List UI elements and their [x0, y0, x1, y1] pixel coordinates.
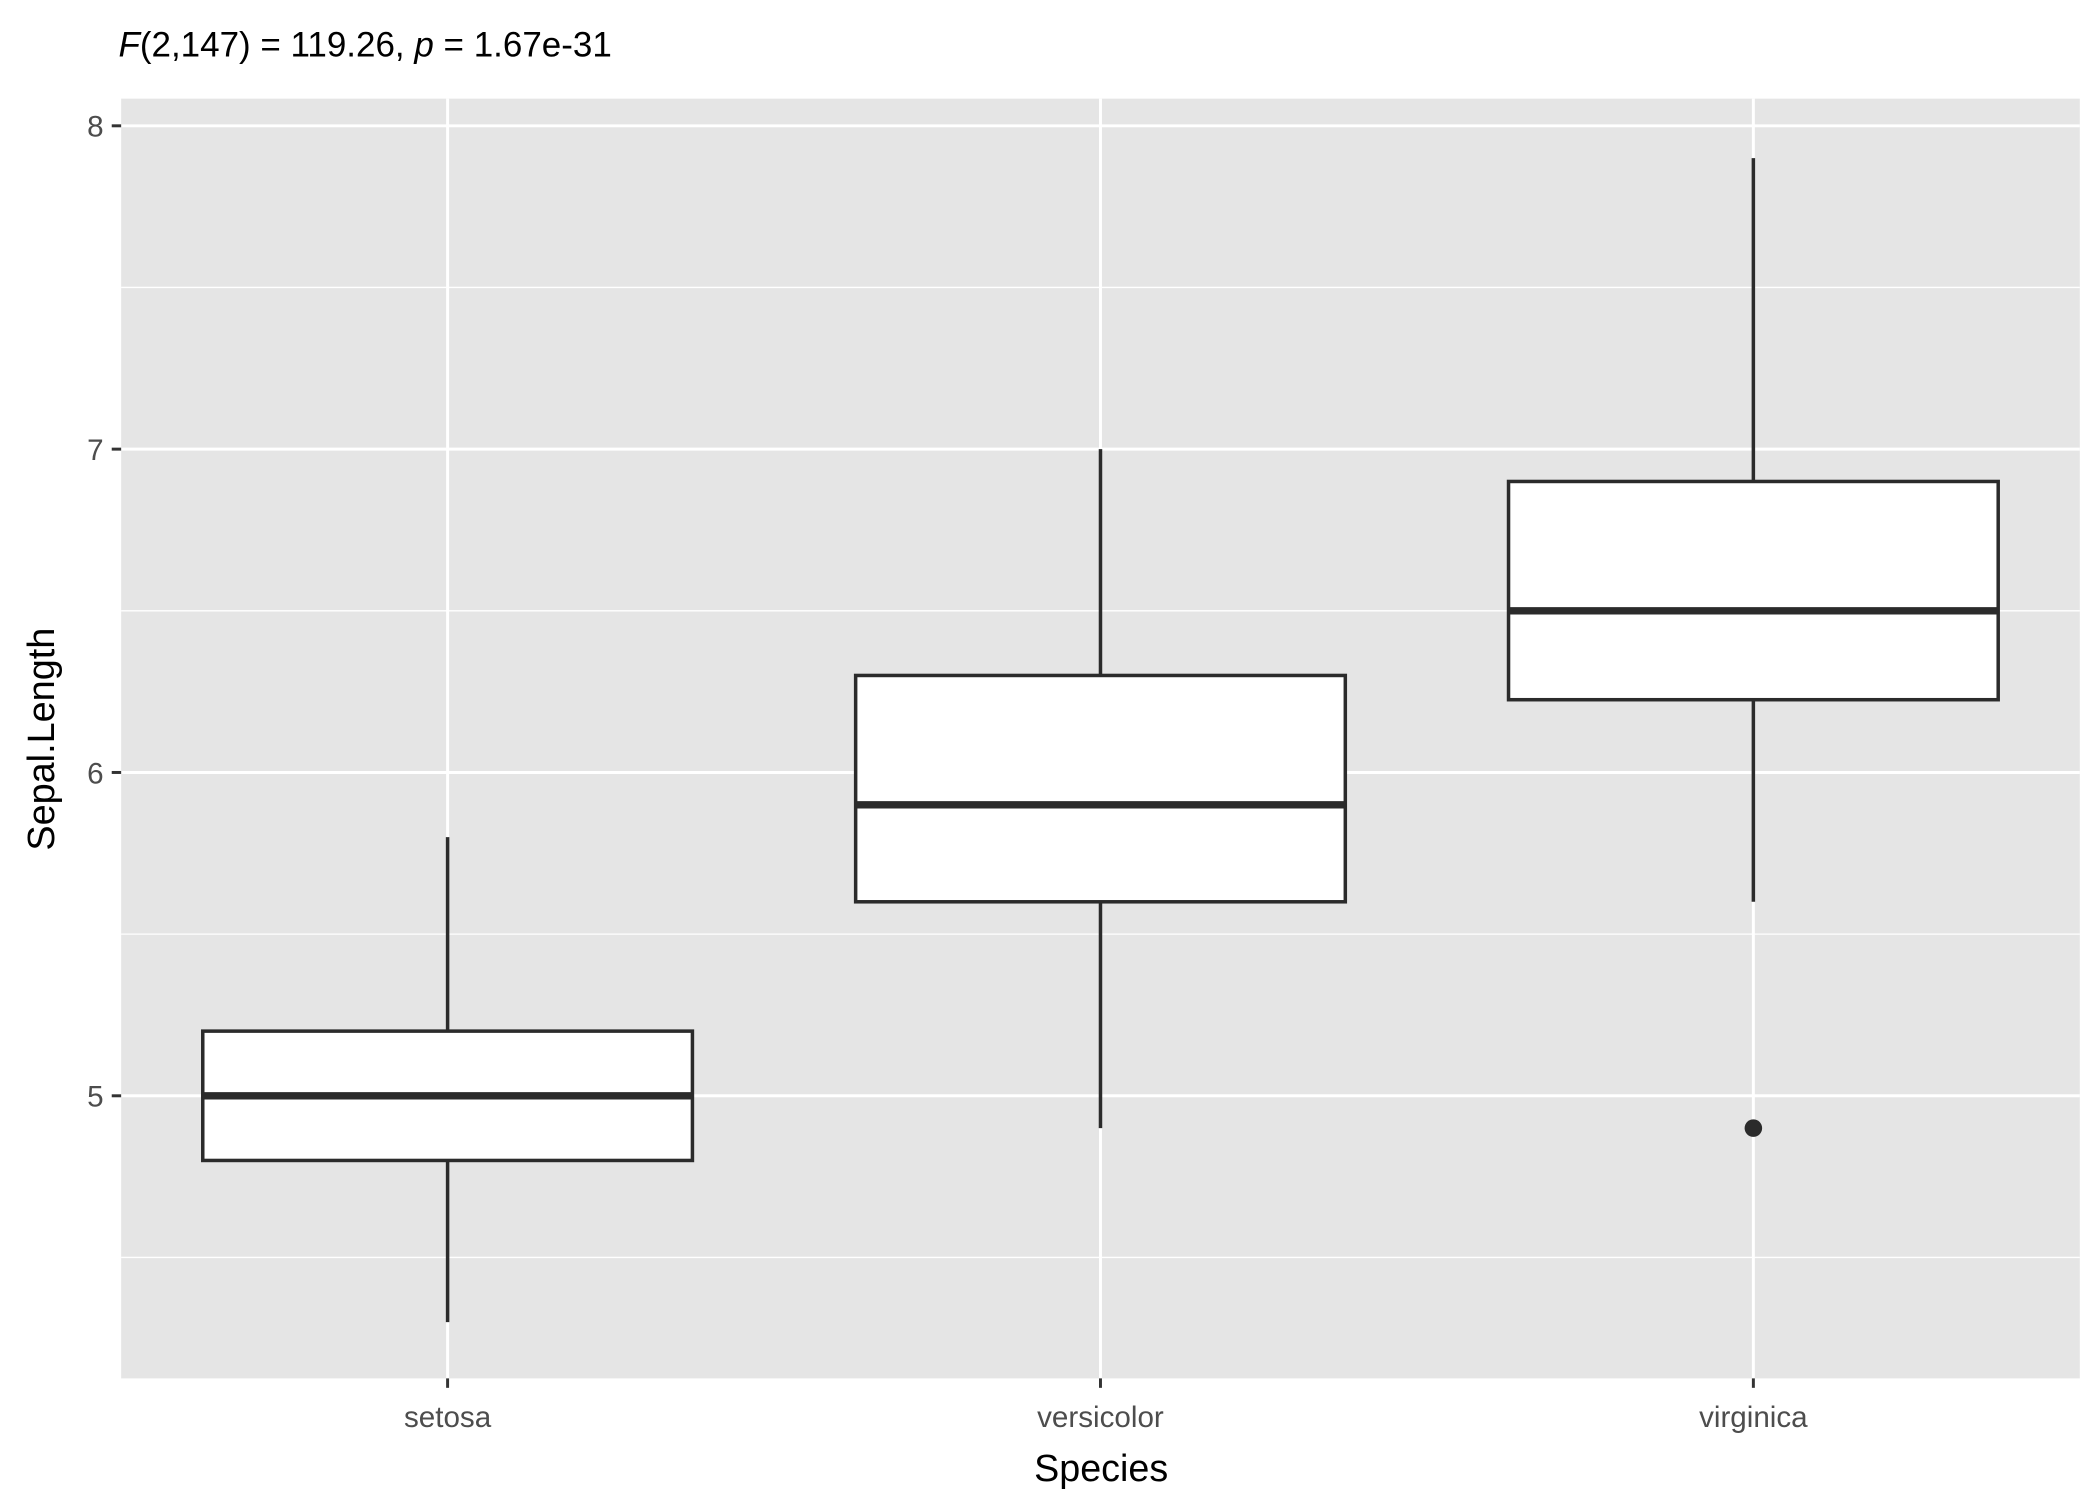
y-tick-label: 8 — [87, 111, 103, 144]
x-tick-label: versicolor — [1037, 1401, 1164, 1434]
x-tick-label: setosa — [404, 1401, 492, 1434]
y-tick-label: 7 — [87, 434, 103, 467]
axes: 5 6 7 8 setosa versicolor virginica — [87, 111, 1808, 1434]
x-tick-label: virginica — [1699, 1401, 1808, 1434]
box-marks — [201, 158, 2000, 1323]
iqr-box — [1506, 479, 2000, 702]
y-tick-label: 5 — [87, 1081, 103, 1114]
box-versicolor — [853, 449, 1348, 1129]
y-axis-label: Sepal.Length — [21, 628, 63, 851]
title-stat-symbol: F — [118, 26, 142, 65]
chart-title: F(2,147) = 119.26, p = 1.67e-31 — [118, 26, 611, 65]
title-p-text: = 1.67e-31 — [434, 26, 612, 65]
title-stat-args: (2,147) = 119.26, — [140, 26, 415, 65]
iqr-box — [853, 673, 1348, 904]
x-axis-label: Species — [1034, 1448, 1168, 1490]
y-tick-label: 6 — [87, 757, 103, 790]
outlier-point — [1744, 1119, 1763, 1137]
title-p-symbol: p — [413, 26, 433, 65]
box-virginica — [1506, 158, 2000, 1137]
box-setosa — [201, 837, 695, 1323]
